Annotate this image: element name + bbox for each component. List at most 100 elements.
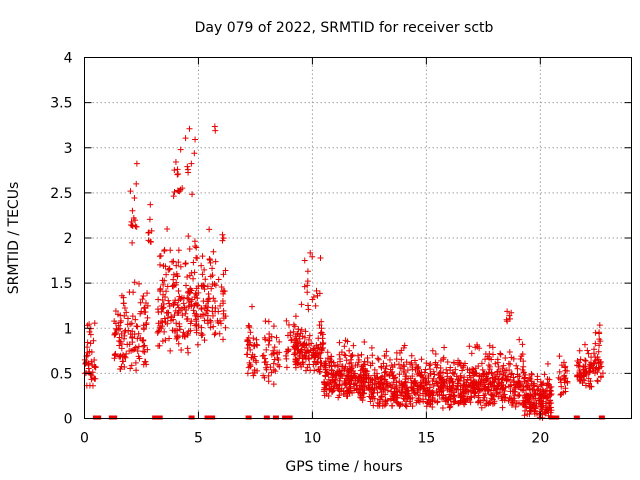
data-point	[166, 300, 173, 307]
data-points	[81, 123, 606, 421]
data-point	[461, 398, 468, 405]
data-point	[415, 363, 422, 370]
data-point	[86, 321, 93, 328]
data-point	[519, 351, 526, 358]
data-point	[129, 339, 136, 346]
data-point	[192, 136, 199, 143]
data-point	[217, 302, 224, 309]
data-point	[390, 375, 397, 382]
data-point	[305, 336, 312, 343]
data-point	[163, 288, 170, 295]
data-point	[163, 271, 170, 278]
data-point	[156, 253, 163, 260]
data-point	[510, 388, 517, 395]
data-point	[210, 312, 217, 319]
data-point	[129, 239, 136, 246]
data-point	[270, 360, 277, 367]
data-point	[167, 347, 174, 354]
data-point	[530, 382, 537, 389]
data-point	[437, 364, 444, 371]
data-point	[261, 359, 268, 366]
data-point	[560, 359, 567, 366]
data-point	[144, 314, 151, 321]
data-point	[429, 378, 436, 385]
data-point	[460, 382, 467, 389]
data-gap-marker	[598, 415, 605, 420]
data-point	[321, 388, 328, 395]
data-point	[170, 193, 177, 200]
data-point	[446, 391, 453, 398]
y-tick-label: 2.5	[50, 186, 72, 202]
data-point	[402, 402, 409, 409]
data-point	[342, 380, 349, 387]
data-point	[538, 402, 545, 409]
data-point	[544, 360, 551, 367]
data-point	[494, 359, 501, 366]
data-point	[304, 289, 311, 296]
data-point	[369, 376, 376, 383]
data-point	[440, 354, 447, 361]
data-point	[483, 397, 490, 404]
data-point	[393, 349, 400, 356]
x-tick-label: 20	[531, 431, 549, 447]
data-point	[507, 361, 514, 368]
data-point	[291, 323, 298, 330]
data-point	[119, 358, 126, 365]
data-point	[201, 317, 208, 324]
data-point	[117, 366, 124, 373]
data-point	[318, 325, 325, 332]
data-point	[317, 359, 324, 366]
data-point	[164, 320, 171, 327]
data-point	[526, 394, 533, 401]
data-point	[315, 335, 322, 342]
data-point	[170, 276, 177, 283]
data-point	[161, 328, 168, 335]
data-point	[415, 395, 422, 402]
data-point	[174, 171, 181, 178]
data-point	[536, 397, 543, 404]
data-point	[373, 370, 380, 377]
data-point	[451, 359, 458, 366]
data-point	[507, 315, 514, 322]
data-point	[391, 390, 398, 397]
data-point	[172, 159, 179, 166]
data-point	[272, 368, 279, 375]
data-point	[274, 355, 281, 362]
data-point	[212, 258, 219, 265]
data-point	[144, 290, 151, 297]
data-point	[263, 346, 270, 353]
data-point	[112, 307, 119, 314]
data-point	[361, 376, 368, 383]
data-point	[389, 368, 396, 375]
data-point	[500, 369, 507, 376]
data-point	[495, 363, 502, 370]
data-point	[206, 226, 213, 233]
data-point	[349, 374, 356, 381]
data-point	[315, 354, 322, 361]
data-point	[270, 323, 277, 330]
data-point	[330, 359, 337, 366]
data-point	[584, 347, 591, 354]
data-point	[310, 347, 317, 354]
data-point	[88, 376, 95, 383]
data-point	[485, 386, 492, 393]
data-point	[198, 330, 205, 337]
data-point	[90, 337, 97, 344]
data-point	[173, 262, 180, 269]
data-point	[558, 383, 565, 390]
data-point	[493, 390, 500, 397]
data-point	[359, 397, 366, 404]
data-point	[271, 344, 278, 351]
data-point	[590, 367, 597, 374]
x-tick-label: 15	[417, 431, 435, 447]
data-point	[450, 398, 457, 405]
data-point	[194, 302, 201, 309]
data-point	[123, 350, 130, 357]
data-point	[187, 327, 194, 334]
data-point	[497, 368, 504, 375]
data-point	[575, 359, 582, 366]
data-point	[512, 403, 519, 410]
data-point	[249, 369, 256, 376]
data-point	[538, 381, 545, 388]
data-point	[463, 379, 470, 386]
